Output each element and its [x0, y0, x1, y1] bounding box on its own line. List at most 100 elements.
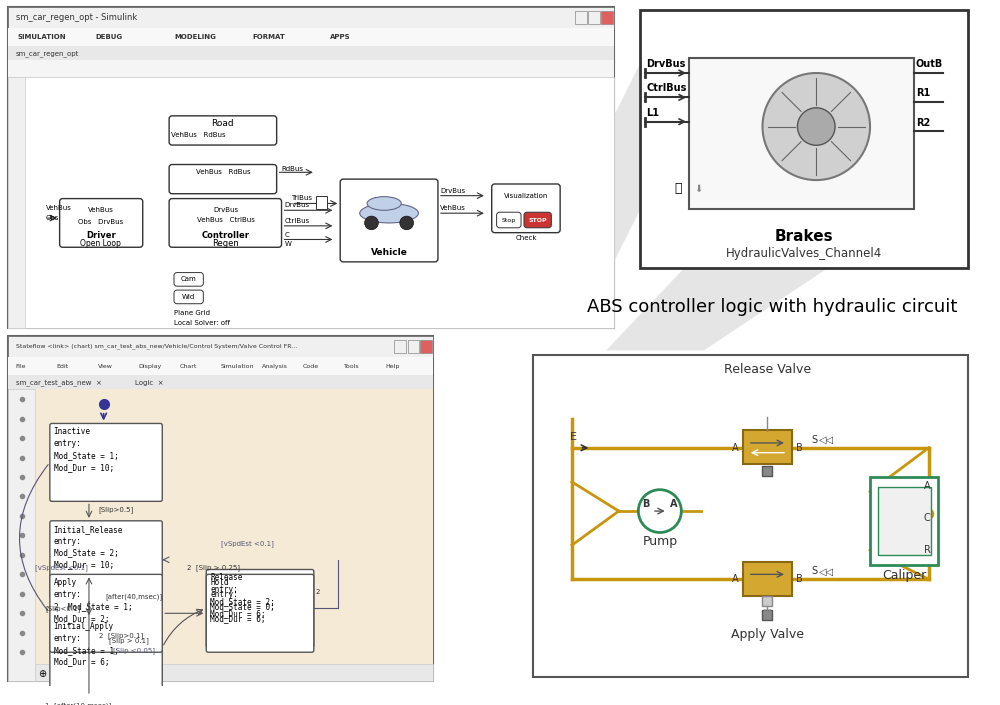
Text: TrlBus: TrlBus [291, 195, 312, 200]
Text: Obs: Obs [46, 215, 59, 221]
Text: SIMULATION: SIMULATION [18, 34, 66, 40]
Text: [vSpdEst <0.1]: [vSpdEst <0.1] [35, 565, 88, 571]
Circle shape [797, 108, 835, 145]
Text: DrvBus: DrvBus [440, 188, 465, 194]
FancyBboxPatch shape [50, 575, 162, 652]
Bar [35, 389, 433, 682]
Text: FORMAT: FORMAT [252, 34, 285, 40]
Text: MODELING: MODELING [174, 34, 216, 40]
Text: C: C [924, 513, 931, 523]
Text: Logic  ×: Logic × [135, 379, 164, 386]
Text: sm_car_test_abs_new  ×: sm_car_test_abs_new × [16, 379, 102, 386]
Bar [588, 11, 600, 25]
Circle shape [400, 216, 414, 230]
Bar [8, 336, 433, 682]
Text: ABS controller logic with hydraulic circuit: ABS controller logic with hydraulic circ… [587, 298, 957, 316]
Text: ◁◁: ◁◁ [819, 566, 834, 577]
Text: DrvBus: DrvBus [646, 59, 686, 69]
Text: Apply
entry:
2  Mod_State = 1;
Mod_Dur = 2;: Apply entry: 2 Mod_State = 1; Mod_Dur = … [54, 578, 132, 623]
Bar [762, 466, 772, 476]
Text: Release
entry:
Mod_State = 2;
Mod_Dur = 6;: Release entry: Mod_State = 2; Mod_Dur = … [210, 573, 275, 618]
Text: File: File [16, 364, 26, 369]
FancyBboxPatch shape [524, 212, 551, 228]
FancyBboxPatch shape [169, 164, 277, 194]
Text: R1: R1 [916, 88, 930, 98]
Text: S: S [811, 566, 818, 577]
Text: Controller: Controller [202, 231, 250, 240]
Text: S: S [811, 435, 818, 445]
Text: Initial_Apply
entry:
Mod_State = 1;
Mod_Dur = 6;: Initial_Apply entry: Mod_State = 1; Mod_… [54, 622, 119, 666]
Text: L1: L1 [646, 108, 659, 118]
Bar [575, 11, 587, 25]
Text: R2: R2 [916, 118, 930, 128]
FancyBboxPatch shape [50, 521, 162, 599]
Text: ⬇: ⬇ [694, 184, 702, 194]
Text: Cam: Cam [181, 276, 197, 283]
Text: APPS: APPS [330, 34, 351, 40]
FancyBboxPatch shape [340, 179, 438, 262]
Bar [640, 10, 968, 268]
Text: Analysis: Analysis [262, 364, 288, 369]
Text: CtrlBus: CtrlBus [646, 83, 687, 94]
Text: Check: Check [515, 235, 537, 241]
Text: Road: Road [212, 119, 234, 128]
FancyBboxPatch shape [169, 116, 277, 145]
Text: View: View [98, 364, 113, 369]
Bar [8, 7, 614, 28]
Text: R: R [924, 545, 931, 555]
Text: 1  [after(10,msec)]: 1 [after(10,msec)] [45, 703, 111, 705]
Text: A: A [732, 575, 738, 584]
Text: E: E [570, 432, 577, 442]
Text: Initial_Release
entry:
Mod_State = 2;
Mod_Dur = 10;: Initial_Release entry: Mod_State = 2; Mo… [54, 525, 123, 569]
Bar [408, 340, 419, 353]
Bar [8, 61, 614, 77]
Bar [743, 430, 792, 465]
Text: [Slip<0.1]: [Slip<0.1] [45, 606, 80, 612]
Bar [8, 357, 433, 375]
Circle shape [638, 490, 681, 532]
Text: VehBus   CtrlBus: VehBus CtrlBus [197, 217, 255, 223]
Text: 2  [Slip>0.1]: 2 [Slip>0.1] [99, 632, 143, 639]
Text: A: A [670, 499, 677, 509]
Bar [420, 340, 432, 353]
Text: ⊕  🔒: ⊕ 🔒 [39, 668, 59, 678]
Polygon shape [609, 25, 660, 271]
Text: Obs   DrvBus: Obs DrvBus [78, 219, 123, 225]
Bar [8, 46, 614, 61]
Text: Code: Code [303, 364, 319, 369]
Bar [8, 389, 35, 682]
Text: 🔒: 🔒 [675, 182, 682, 195]
Text: [Slip <0.05]: [Slip <0.05] [113, 647, 155, 654]
Text: DrvBus: DrvBus [213, 207, 238, 214]
Text: VehBus: VehBus [46, 205, 72, 211]
Text: B: B [796, 575, 803, 584]
Bar [689, 59, 914, 209]
Text: W: W [284, 241, 291, 247]
Text: Tools: Tools [344, 364, 360, 369]
Text: Visualization: Visualization [504, 192, 548, 199]
Bar [8, 28, 614, 46]
FancyBboxPatch shape [206, 575, 314, 652]
Circle shape [365, 216, 378, 230]
Circle shape [924, 509, 934, 519]
Text: Local Solver: off: Local Solver: off [174, 320, 230, 326]
Text: Simulation: Simulation [221, 364, 254, 369]
Text: Open Loop: Open Loop [80, 239, 121, 248]
Ellipse shape [367, 197, 401, 210]
Text: Edit: Edit [57, 364, 69, 369]
FancyBboxPatch shape [206, 570, 314, 647]
Text: Apply Valve: Apply Valve [731, 627, 804, 641]
Text: Vehicle: Vehicle [371, 247, 408, 257]
Text: Inactive
entry:
Mod_State = 1;
Mod_Dur = 10;: Inactive entry: Mod_State = 1; Mod_Dur =… [54, 427, 119, 472]
Text: Regen: Regen [212, 239, 239, 248]
Bar [35, 664, 433, 682]
Text: 2  [Slip > 0.25]: 2 [Slip > 0.25] [187, 565, 240, 571]
Text: [Slip > 0.1]: [Slip > 0.1] [109, 637, 148, 644]
Text: Plane Grid: Plane Grid [174, 310, 210, 317]
Text: Stop: Stop [501, 218, 515, 223]
Bar [878, 486, 931, 555]
Bar [8, 336, 433, 357]
Text: Hold
entry:
Mod_State = 0;
Mod_Dur = 6;: Hold entry: Mod_State = 0; Mod_Dur = 6; [210, 578, 275, 623]
Text: Display: Display [139, 364, 162, 369]
Text: A: A [732, 443, 738, 453]
